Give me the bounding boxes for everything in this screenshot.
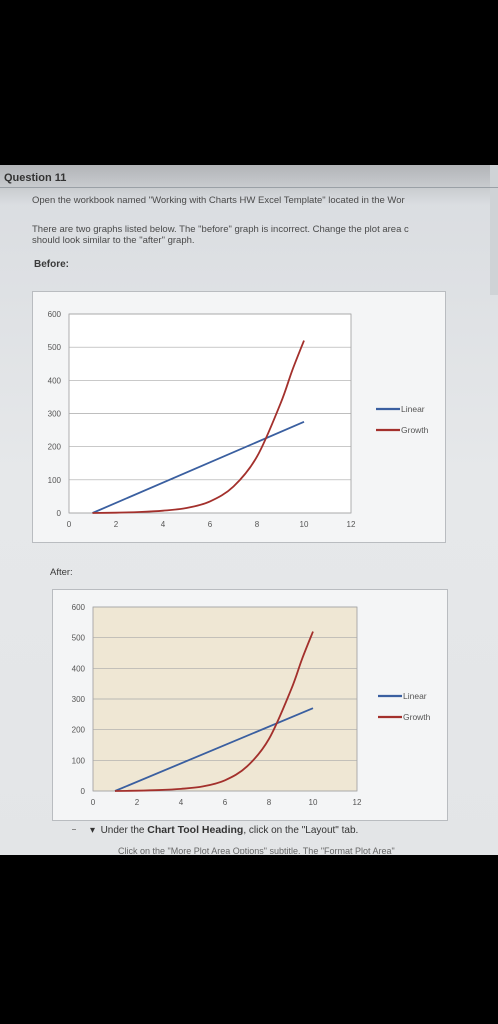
list-dash bbox=[72, 829, 76, 830]
x-tick-label: 12 bbox=[353, 798, 362, 807]
x-tick-label: 6 bbox=[208, 520, 213, 529]
y-tick-label: 400 bbox=[72, 664, 86, 673]
bullet-text-post: , click on the "Layout" tab. bbox=[243, 825, 359, 836]
y-tick-label: 600 bbox=[48, 310, 62, 319]
x-tick-label: 0 bbox=[91, 798, 96, 807]
x-tick-label: 10 bbox=[309, 798, 318, 807]
cut-off-text: Click on the "More Plot Area Options" su… bbox=[118, 846, 395, 854]
divider bbox=[0, 187, 498, 188]
x-tick-label: 4 bbox=[161, 520, 166, 529]
y-tick-label: 300 bbox=[72, 695, 86, 704]
y-tick-label: 100 bbox=[72, 756, 86, 765]
instruction-line-1: Open the workbook named "Working with Ch… bbox=[32, 195, 405, 206]
series-linear-line bbox=[92, 420, 305, 514]
instruction-line-2: There are two graphs listed below. The "… bbox=[32, 224, 409, 235]
legend-label: Growth bbox=[403, 712, 431, 722]
legend-label: Linear bbox=[403, 691, 427, 701]
scrollbar[interactable] bbox=[490, 165, 498, 295]
y-tick-label: 100 bbox=[48, 476, 62, 485]
bullet-item: ▾ Under the Chart Tool Heading, click on… bbox=[90, 824, 358, 836]
after-label: After: bbox=[50, 567, 73, 578]
y-tick-label: 0 bbox=[57, 509, 62, 518]
before-chart-svg: 0 100 200 300 400 500 600 0 2 4 6 8 10 12 Linear Growth bbox=[48, 310, 429, 529]
legend-label: Linear bbox=[401, 404, 425, 414]
document-photo: Question 11 Open the workbook named "Wor… bbox=[0, 165, 498, 855]
x-tick-label: 8 bbox=[267, 798, 272, 807]
x-tick-label: 8 bbox=[255, 520, 260, 529]
x-tick-label: 0 bbox=[67, 520, 72, 529]
question-title: Question 11 bbox=[4, 172, 67, 184]
x-tick-label: 2 bbox=[135, 798, 140, 807]
series-linear-line bbox=[114, 707, 314, 792]
x-tick-label: 6 bbox=[223, 798, 228, 807]
before-label: Before: bbox=[34, 259, 70, 270]
before-chart: 0 100 200 300 400 500 600 0 2 4 6 8 10 12 Linear Growth bbox=[32, 291, 446, 543]
legend-label: Growth bbox=[401, 425, 429, 435]
x-tick-label: 12 bbox=[347, 520, 356, 529]
y-tick-label: 600 bbox=[72, 603, 86, 612]
cut-off-line: Click on the "More Plot Area Options" su… bbox=[118, 844, 438, 854]
y-tick-label: 200 bbox=[48, 443, 62, 452]
instruction-line-3: should look similar to the "after" graph… bbox=[32, 235, 195, 246]
bullet-glyph: ▾ bbox=[90, 825, 101, 836]
after-chart: 0 100 200 300 400 500 600 0 2 4 6 8 10 12 Linear Growth bbox=[52, 589, 448, 821]
y-tick-label: 300 bbox=[48, 410, 62, 419]
y-tick-label: 0 bbox=[81, 787, 86, 796]
x-tick-label: 2 bbox=[114, 520, 119, 529]
series-growth-line bbox=[92, 340, 305, 514]
after-chart-svg: 0 100 200 300 400 500 600 0 2 4 6 8 10 12 Linear Growth bbox=[72, 603, 431, 807]
y-tick-label: 500 bbox=[48, 343, 62, 352]
y-tick-label: 400 bbox=[48, 376, 62, 385]
y-tick-label: 500 bbox=[72, 634, 86, 643]
bullet-text-pre: Under the bbox=[100, 825, 148, 836]
x-tick-label: 10 bbox=[300, 520, 309, 529]
x-tick-label: 4 bbox=[179, 798, 184, 807]
bullet-text-bold: Chart Tool Heading bbox=[147, 824, 244, 836]
y-tick-label: 200 bbox=[72, 726, 86, 735]
series-growth-line bbox=[114, 631, 314, 792]
